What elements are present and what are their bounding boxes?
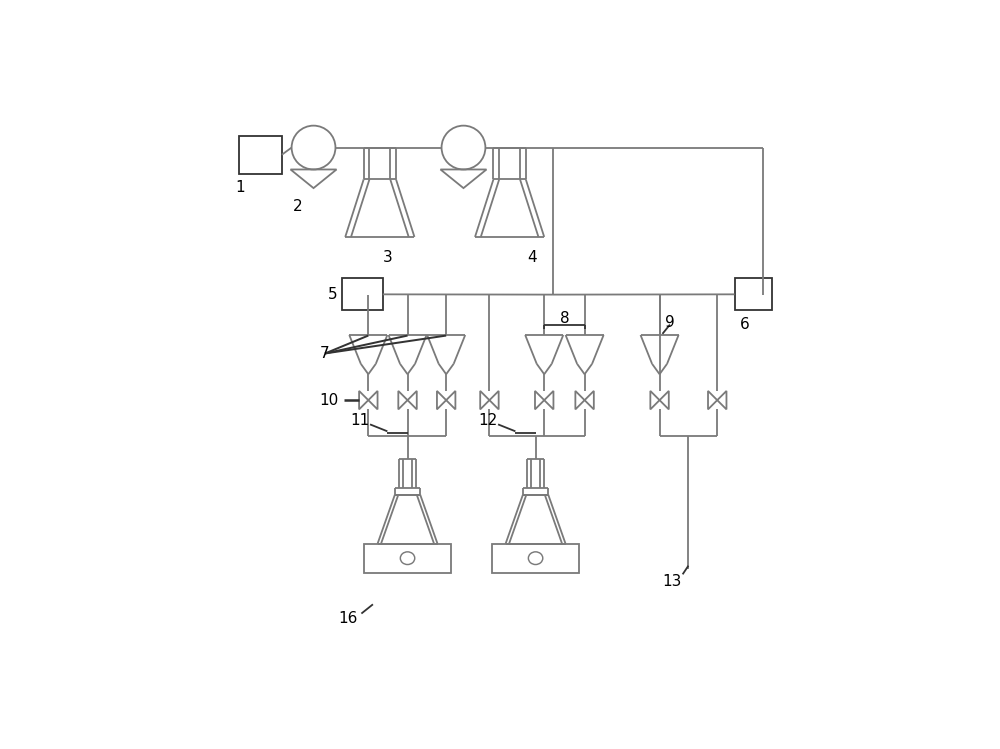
Text: 5: 5: [328, 287, 338, 302]
Text: 1: 1: [236, 181, 245, 195]
Text: 3: 3: [383, 249, 392, 264]
Bar: [364, 544, 451, 572]
Text: 2: 2: [293, 199, 303, 214]
Text: 10: 10: [319, 392, 339, 407]
Text: 6: 6: [740, 317, 750, 332]
Bar: [735, 279, 772, 310]
Text: 4: 4: [527, 249, 537, 264]
Bar: [239, 136, 282, 174]
Text: 9: 9: [665, 315, 675, 330]
Text: 16: 16: [338, 611, 358, 626]
Text: 12: 12: [478, 413, 497, 428]
Text: 7: 7: [319, 346, 329, 361]
Text: 11: 11: [350, 413, 369, 428]
Bar: [492, 544, 579, 572]
Text: 13: 13: [662, 574, 682, 589]
Text: 8: 8: [560, 312, 569, 327]
Bar: [342, 279, 383, 310]
